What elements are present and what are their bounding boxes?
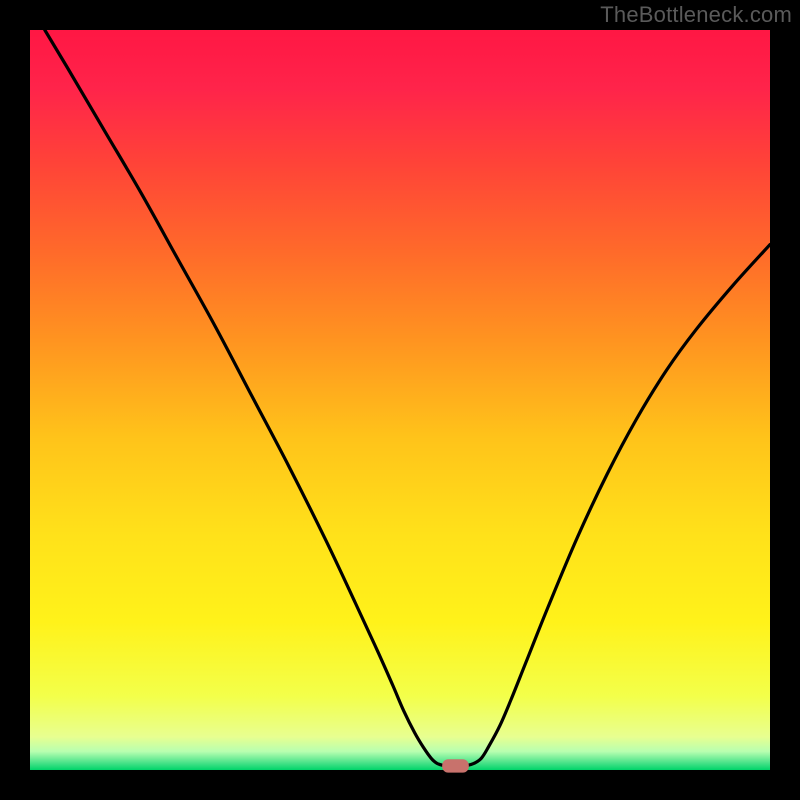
- optimum-marker: [442, 759, 469, 772]
- plot-background: [30, 30, 770, 770]
- bottleneck-chart: [0, 0, 800, 800]
- watermark-text: TheBottleneck.com: [600, 2, 792, 28]
